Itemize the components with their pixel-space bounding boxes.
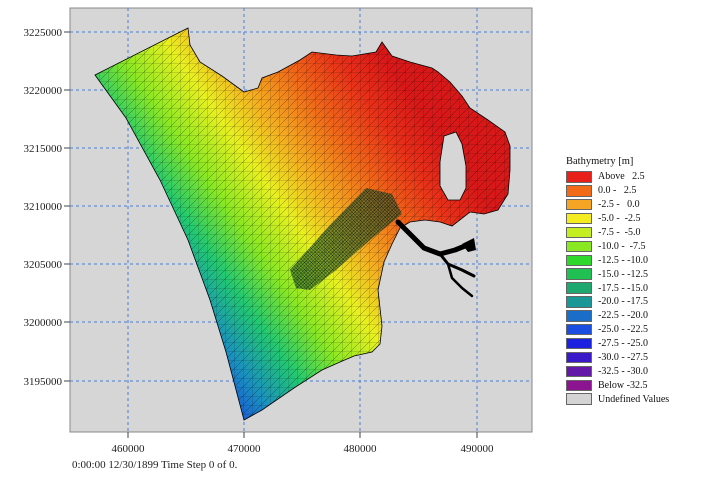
legend-item: -5.0 - -2.5 xyxy=(566,212,702,226)
legend-swatch xyxy=(566,296,592,308)
legend-label: Undefined Values xyxy=(598,393,670,405)
y-tick-label: 3205000 xyxy=(24,259,63,271)
legend-label: -30.0 - -27.5 xyxy=(598,352,648,364)
legend-item: Undefined Values xyxy=(566,392,702,406)
x-axis-labels: 460000 470000 480000 490000 xyxy=(112,443,495,455)
river-channels xyxy=(395,219,476,298)
legend-item: 0.0 - 2.5 xyxy=(566,184,702,198)
legend-item: -12.5 - -10.0 xyxy=(566,253,702,267)
time-step-status: 0:00:00 12/30/1899 Time Step 0 of 0. xyxy=(72,459,238,471)
y-tick-label: 3210000 xyxy=(24,201,63,213)
legend-item: -10.0 - -7.5 xyxy=(566,239,702,253)
x-tick-label: 470000 xyxy=(228,443,262,455)
bathymetry-mesh xyxy=(94,27,511,421)
y-tick-label: 3215000 xyxy=(24,143,63,155)
legend-item: -15.0 - -12.5 xyxy=(566,267,702,281)
legend-label: -15.0 - -12.5 xyxy=(598,268,648,280)
legend-swatch xyxy=(566,240,592,253)
x-tick-label: 480000 xyxy=(344,443,378,455)
legend-label: Below -32.5 xyxy=(598,379,648,391)
island-hole xyxy=(439,131,467,201)
y-tick-label: 3220000 xyxy=(24,85,63,97)
legend-item: -22.5 - -20.0 xyxy=(566,309,702,323)
legend-swatch xyxy=(566,268,592,280)
legend-label: -2.5 - 0.0 xyxy=(598,199,640,211)
legend-swatch xyxy=(566,282,592,294)
y-tick-label: 3195000 xyxy=(24,376,63,388)
y-tick-label: 3200000 xyxy=(24,317,63,329)
legend-swatch xyxy=(566,379,592,392)
legend-label: -5.0 - -2.5 xyxy=(598,213,641,225)
legend-swatch xyxy=(566,212,592,225)
legend-swatch xyxy=(566,323,592,336)
legend-item: -27.5 - -25.0 xyxy=(566,337,702,351)
legend-swatch xyxy=(566,185,592,197)
legend-swatch xyxy=(566,365,592,378)
legend-swatch xyxy=(566,310,592,322)
axis-ticks xyxy=(64,31,478,438)
legend-items: Above 2.5 0.0 - 2.5 -2.5 - 0.0 -5.0 - -2.5 -… xyxy=(566,170,702,406)
legend-label: -27.5 - -25.0 xyxy=(598,338,648,350)
legend-label: -20.0 - -17.5 xyxy=(598,296,648,308)
legend-swatch xyxy=(566,171,592,183)
legend-label: Above 2.5 xyxy=(598,171,645,183)
y-tick-label: 3225000 xyxy=(24,27,63,39)
y-axis-labels: 3225000 3220000 3215000 3210000 3205000 … xyxy=(24,27,63,388)
legend-label: -10.0 - -7.5 xyxy=(598,240,646,252)
legend-item: -20.0 - -17.5 xyxy=(566,295,702,309)
legend-swatch xyxy=(566,198,592,211)
legend-label: -25.0 - -22.5 xyxy=(598,324,648,336)
legend-title: Bathymetry [m] xyxy=(566,156,634,167)
legend-label: -17.5 - -15.0 xyxy=(598,282,648,294)
legend-label: -7.5 - -5.0 xyxy=(598,227,641,238)
legend-item: -25.0 - -22.5 xyxy=(566,323,702,337)
legend-label: -32.5 - -30.0 xyxy=(598,365,648,377)
legend-label: 0.0 - 2.5 xyxy=(598,185,637,197)
legend-swatch xyxy=(566,351,592,364)
legend-swatch xyxy=(566,337,592,350)
legend-label: -12.5 - -10.0 xyxy=(598,254,648,266)
legend-item: -30.0 - -27.5 xyxy=(566,351,702,365)
legend-item: -7.5 - -5.0 xyxy=(566,226,702,240)
legend-swatch xyxy=(566,226,592,239)
legend-swatch xyxy=(566,393,592,405)
x-tick-label: 460000 xyxy=(112,443,146,455)
x-tick-label: 490000 xyxy=(461,443,495,455)
legend-item: -17.5 - -15.0 xyxy=(566,281,702,295)
legend-label: -22.5 - -20.0 xyxy=(598,310,648,322)
legend-item: Below -32.5 xyxy=(566,378,702,392)
legend-swatch xyxy=(566,254,592,267)
bathymetry-legend: Bathymetry [m] Above 2.5 0.0 - 2.5 -2.5 - … xyxy=(566,156,702,406)
legend-item: Above 2.5 xyxy=(566,170,702,184)
legend-item: -32.5 - -30.0 xyxy=(566,364,702,378)
legend-item: -2.5 - 0.0 xyxy=(566,198,702,212)
